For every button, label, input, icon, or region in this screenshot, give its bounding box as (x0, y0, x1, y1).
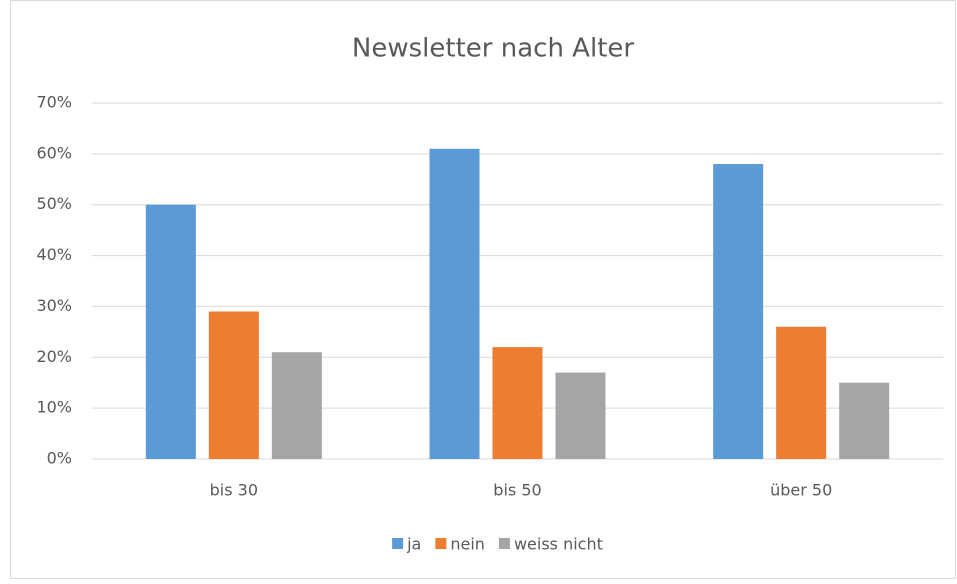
legend-swatch (392, 538, 404, 549)
x-tick-label: über 50 (770, 481, 832, 500)
y-tick-label: 10% (36, 398, 72, 417)
y-tick-label: 50% (36, 194, 72, 213)
y-tick-label: 70% (36, 93, 72, 112)
y-tick-label: 20% (36, 347, 72, 366)
y-tick-label: 0% (47, 449, 72, 468)
legend-swatch (435, 538, 447, 549)
legend-label: weiss nicht (514, 535, 603, 554)
y-tick-label: 40% (36, 245, 72, 264)
bar (492, 347, 543, 459)
bar (145, 204, 196, 459)
bar (713, 164, 764, 459)
x-tick-label: bis 30 (210, 481, 258, 500)
x-tick-label: bis 50 (493, 481, 541, 500)
legend-label: nein (450, 535, 485, 554)
bar (555, 372, 606, 459)
legend-label: ja (406, 535, 421, 554)
legend-swatch (498, 538, 510, 549)
bar (429, 148, 480, 459)
bar (271, 352, 322, 459)
bar (208, 311, 259, 459)
chart-title: Newsletter nach Alter (352, 34, 634, 64)
y-tick-label: 30% (36, 296, 72, 315)
bar (776, 326, 827, 459)
bar (839, 382, 890, 459)
y-tick-label: 60% (36, 143, 72, 162)
